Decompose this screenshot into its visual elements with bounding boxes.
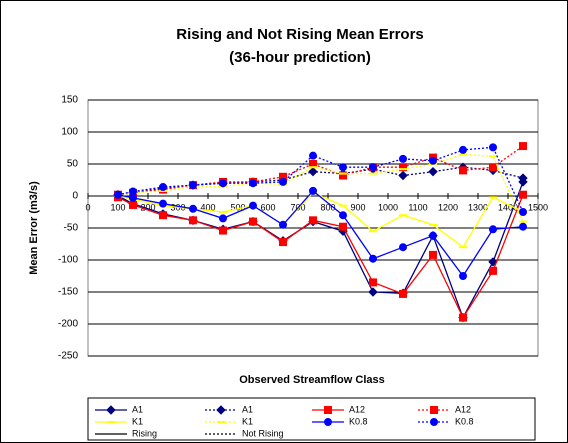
legend-label: K1: [242, 416, 253, 426]
x-tick-label: 800: [320, 202, 335, 212]
marker: [189, 216, 197, 225]
y-tick-label: -150: [58, 287, 78, 298]
x-tick-label: 1300: [468, 202, 488, 212]
marker: [459, 166, 467, 175]
marker: [399, 163, 407, 172]
x-tick-label: 500: [230, 202, 245, 212]
y-tick-label: -100: [58, 255, 78, 266]
x-tick-label: 1000: [378, 202, 398, 212]
x-tick-label: 1200: [438, 202, 458, 212]
y-tick-label: -50: [64, 223, 79, 234]
legend-label: A12: [455, 404, 471, 414]
marker: [489, 143, 497, 152]
legend-label: A12: [349, 404, 365, 414]
marker: [309, 216, 317, 225]
marker: [489, 225, 497, 234]
marker: [159, 211, 167, 220]
marker: [216, 405, 226, 415]
marker: [114, 190, 122, 199]
marker: [189, 204, 197, 213]
marker: [249, 217, 257, 226]
legend-label: A1: [132, 404, 143, 414]
marker: [339, 171, 347, 180]
marker: [339, 163, 347, 172]
marker: [429, 156, 437, 165]
marker: [489, 163, 497, 172]
y-tick-label: -250: [58, 351, 78, 362]
marker: [429, 231, 437, 240]
x-tick-label: 1100: [408, 202, 427, 212]
marker: [279, 238, 287, 247]
marker: [159, 183, 167, 192]
marker: [519, 222, 527, 231]
marker: [488, 257, 498, 267]
marker: [399, 243, 407, 252]
marker: [489, 266, 497, 275]
legend-label: Rising: [132, 428, 157, 438]
marker: [219, 226, 227, 235]
marker: [308, 166, 318, 177]
marker: [399, 289, 407, 298]
marker: [324, 406, 332, 414]
x-tick-label: 600: [260, 202, 275, 212]
marker: [459, 272, 467, 280]
marker: [129, 200, 137, 209]
marker: [219, 179, 227, 188]
marker: [430, 418, 438, 426]
x-axis-title: Observed Streamflow Class: [239, 374, 385, 386]
marker: [309, 186, 317, 195]
x-tick-label: 0: [85, 202, 90, 212]
marker: [519, 190, 527, 199]
legend-label: Not Rising: [242, 428, 284, 438]
marker: [430, 406, 438, 414]
legend-label: A1: [242, 404, 253, 414]
marker: [368, 287, 378, 297]
marker: [249, 201, 257, 210]
x-tick-label: 900: [350, 202, 365, 212]
marker: [309, 151, 317, 160]
marker: [459, 145, 467, 154]
y-axis-title: Mean Error (m3/s): [28, 181, 40, 275]
legend-box: [87, 397, 536, 441]
marker: [189, 181, 197, 190]
x-tick-label: 100: [110, 202, 125, 212]
marker: [459, 313, 467, 322]
marker: [219, 214, 227, 223]
marker: [399, 154, 407, 163]
marker: [279, 220, 287, 229]
marker: [519, 142, 527, 151]
marker: [249, 179, 257, 188]
x-tick-label: 400: [200, 202, 215, 212]
legend-label: K0.8: [455, 416, 474, 426]
marker: [324, 418, 332, 426]
legend-label: K1: [132, 416, 143, 426]
marker: [398, 170, 408, 181]
y-tick-label: 150: [61, 95, 78, 106]
marker: [518, 173, 528, 183]
marker: [428, 166, 438, 177]
y-tick-label: 50: [67, 159, 79, 170]
legend-label: K0.8: [349, 416, 368, 426]
x-tick-label: 200: [140, 202, 155, 212]
marker: [369, 163, 377, 172]
marker: [369, 254, 377, 263]
chart-subtitle: (36-hour prediction): [229, 49, 371, 66]
series-line: [117, 145, 524, 196]
marker: [106, 405, 116, 415]
marker: [339, 211, 347, 220]
y-tick-label: 100: [61, 127, 78, 138]
y-tick-label: 0: [72, 191, 78, 202]
marker: [519, 208, 527, 216]
marker: [369, 278, 377, 287]
marker: [129, 187, 137, 196]
marker: [339, 222, 347, 231]
marker: [279, 177, 287, 186]
chart-title: Rising and Not Rising Mean Errors: [176, 26, 424, 43]
x-tick-label: 1400: [498, 202, 518, 212]
y-tick-label: -200: [58, 319, 78, 330]
marker: [429, 250, 437, 259]
marker: [159, 199, 167, 208]
x-tick-label: 1500: [528, 202, 548, 212]
